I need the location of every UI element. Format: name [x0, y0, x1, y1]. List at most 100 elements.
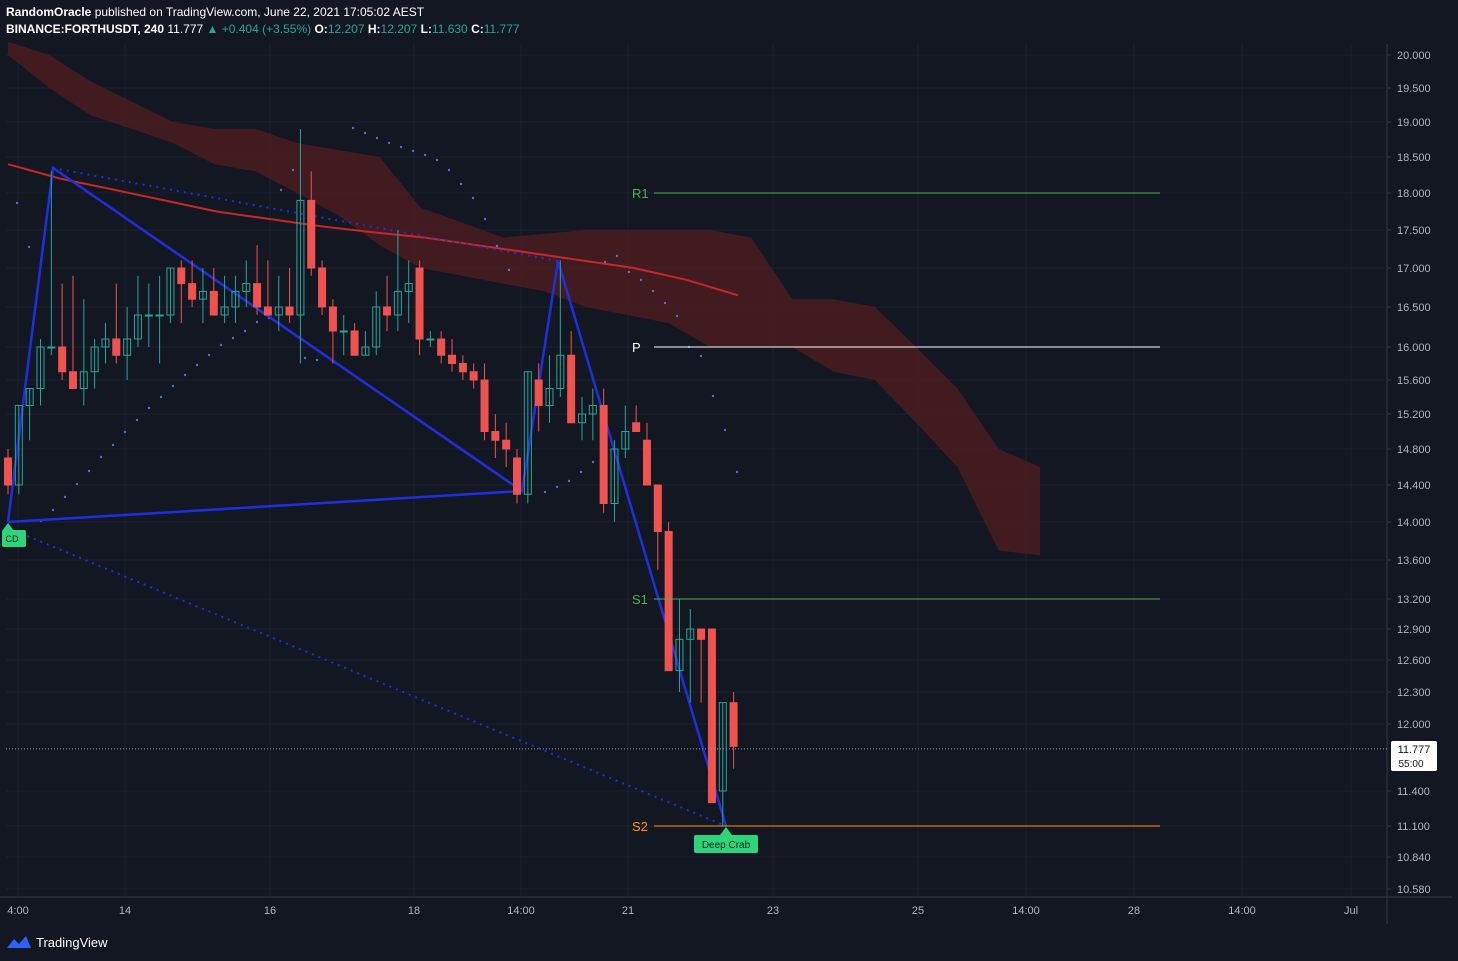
- pivot-levels: R1 P S1 S2: [6, 186, 1387, 834]
- y-tick-label: 17.000: [1397, 263, 1431, 275]
- psar-dot: [639, 278, 643, 282]
- pattern-label-text: Deep Crab: [702, 840, 751, 851]
- psar-dot: [735, 470, 739, 474]
- y-tick-label: 16.000: [1397, 342, 1431, 354]
- ohlc-line: BINANCE:FORTHUSDT, 240 11.777 ▲ +0.404 (…: [6, 21, 1446, 38]
- candle-body: [263, 306, 272, 316]
- pattern-label-pointer: [720, 827, 732, 835]
- low-value: 11.630: [431, 22, 468, 36]
- psar-dot: [447, 168, 451, 172]
- candle-body: [491, 431, 500, 441]
- candle-body: [307, 199, 316, 269]
- x-tick-label: 14:00: [1012, 905, 1040, 917]
- psar-dot: [459, 182, 463, 186]
- psar-dot: [315, 358, 319, 362]
- candle-body: [4, 457, 12, 486]
- candle: [393, 230, 402, 331]
- candle: [458, 355, 467, 380]
- psar-dot: [471, 196, 475, 200]
- candle: [242, 260, 251, 307]
- candle-body: [458, 363, 467, 373]
- pattern-xb-line: [7, 489, 523, 524]
- psar-dot: [207, 353, 211, 357]
- candle-body: [25, 388, 34, 406]
- psar-dot: [303, 356, 307, 360]
- x-tick-label: 4:00: [7, 905, 28, 917]
- psar-dot: [567, 479, 571, 483]
- pattern-label-badge: Deep Crab: [694, 827, 758, 853]
- candle-body: [296, 199, 305, 316]
- candle: [231, 275, 240, 323]
- psar-dot: [495, 244, 499, 248]
- candle: [4, 449, 12, 495]
- psar-dot: [219, 343, 223, 347]
- psar-dot: [411, 149, 415, 153]
- candle-body: [556, 354, 565, 389]
- candle-body: [133, 314, 142, 340]
- psar-dot: [591, 460, 595, 464]
- x-tick-label: 25: [912, 905, 924, 917]
- candle: [621, 405, 630, 458]
- candle: [209, 268, 218, 316]
- candle-body: [155, 314, 164, 317]
- candle: [469, 363, 478, 389]
- symbol-label[interactable]: BINANCE:FORTHUSDT, 240: [6, 22, 165, 36]
- y-tick-label: 14.400: [1397, 480, 1431, 492]
- candle-body: [480, 379, 489, 432]
- psar-dot: [363, 131, 367, 135]
- candle: [545, 355, 554, 423]
- candle-body: [729, 702, 738, 747]
- candle-body: [675, 638, 684, 672]
- psar-dot: [711, 394, 715, 398]
- high-value: 12.207: [380, 22, 418, 36]
- candle-body: [393, 290, 402, 316]
- author-name[interactable]: RandomOracle: [6, 5, 92, 19]
- candle: [610, 440, 619, 522]
- candle-body: [523, 371, 532, 495]
- last-price-badge[interactable]: 11.777 55:00: [1391, 741, 1437, 771]
- open-label: O:: [314, 22, 328, 36]
- candle: [437, 331, 446, 364]
- candle: [729, 692, 738, 769]
- parabolic-sar-dots: [15, 126, 739, 523]
- psar-dot: [507, 268, 511, 272]
- left-badge-text: CD: [6, 534, 19, 544]
- candle-body: [144, 314, 153, 317]
- candle: [133, 275, 142, 347]
- candle-body: [361, 346, 370, 356]
- candle-body: [350, 330, 359, 356]
- candle-body: [209, 290, 218, 316]
- candle-body: [588, 405, 597, 415]
- candle-body: [502, 439, 511, 450]
- time-axis[interactable]: 4:00 14 16 18 14:00 21 23 25 14:00 28 14:00 Jul: [7, 905, 1358, 917]
- candle-body: [242, 283, 251, 292]
- candle-body: [448, 354, 457, 364]
- candle: [177, 260, 186, 323]
- candle: [188, 260, 197, 307]
- candle-body: [534, 379, 543, 406]
- moving-average-line: [7, 163, 739, 297]
- candle: [480, 363, 489, 441]
- candle-body: [123, 338, 132, 356]
- candle-body: [166, 267, 175, 316]
- pattern-ac-dotted: [52, 167, 559, 262]
- pattern-left-badge: CD: [2, 523, 26, 547]
- candle: [686, 609, 695, 703]
- y-tick-label: 19.500: [1397, 83, 1431, 95]
- chart-grid: [0, 44, 1452, 924]
- y-tick-label: 12.600: [1397, 655, 1431, 667]
- price-axis[interactable]: 20.000 19.500 19.000 18.500 18.000 17.500 17.0…: [1387, 50, 1431, 896]
- candle: [79, 299, 88, 406]
- psar-dot: [627, 270, 631, 274]
- candle-body: [599, 405, 608, 504]
- psar-dot: [27, 245, 31, 249]
- candle: [155, 275, 164, 364]
- candle: [220, 275, 229, 323]
- candle: [253, 245, 262, 315]
- pivot-label-p: P: [632, 340, 641, 355]
- candle: [534, 363, 543, 432]
- psar-dot: [147, 406, 151, 410]
- candle: [285, 268, 294, 323]
- candle-body: [437, 338, 446, 356]
